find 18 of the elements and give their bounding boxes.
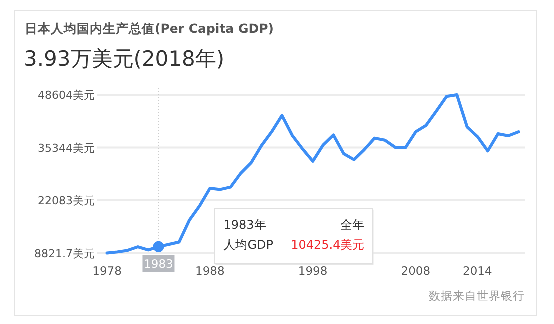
y-tick-label: 48604美元: [38, 89, 95, 102]
x-tick-label: 1978: [92, 264, 122, 278]
annotation: 1983年: [224, 218, 266, 232]
annotation: 全年: [340, 218, 365, 232]
y-tick-label: 35344美元: [38, 142, 95, 155]
annotation: 人均GDP: [224, 238, 274, 252]
chart-subtitle: 3.93万美元(2018年): [24, 47, 225, 71]
y-tick-label: 22083美元: [38, 194, 95, 208]
x-tick-label: 1988: [196, 264, 225, 278]
annotation: 10425.4美元: [291, 238, 365, 252]
x-tick-label: 2014: [463, 264, 492, 278]
x-tick-label: 2008: [401, 264, 431, 278]
line-series: [106, 94, 520, 255]
x-tick-label: 1998: [298, 264, 328, 278]
y-tick-label: 8821.7美元: [34, 247, 95, 260]
chart-title: 日本人均国内生产总值(Per Capita GDP): [25, 21, 274, 36]
text: 数据来自世界银行: [429, 289, 525, 303]
annotation: 1983: [144, 257, 174, 271]
